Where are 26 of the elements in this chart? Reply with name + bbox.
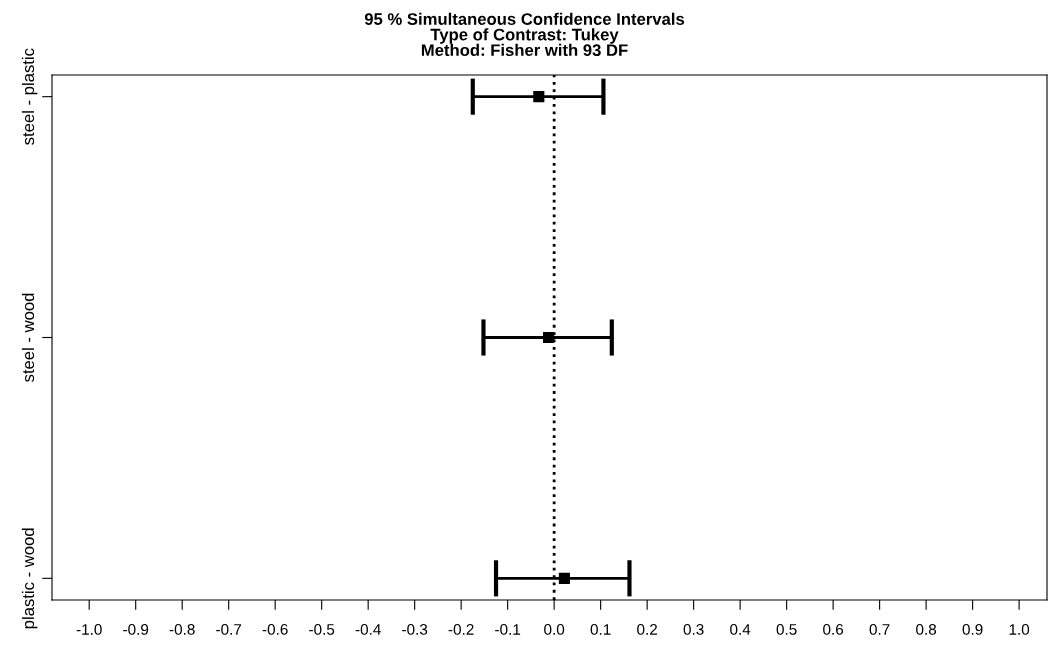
x-tick-label: 0.2 bbox=[637, 624, 657, 635]
x-tick-label: 0.1 bbox=[590, 624, 611, 635]
x-tick-label: 0.8 bbox=[916, 624, 937, 635]
x-tick-label: -0.8 bbox=[169, 624, 195, 635]
x-tick-label: -0.5 bbox=[309, 624, 335, 635]
x-tick-label: 0.6 bbox=[823, 624, 844, 635]
x-tick-label: -0.9 bbox=[123, 624, 149, 635]
x-tick-label: 0.9 bbox=[962, 624, 983, 635]
x-tick-label: -1.0 bbox=[76, 624, 102, 635]
x-tick-label: -0.6 bbox=[262, 624, 288, 635]
x-tick-label: 0.7 bbox=[869, 624, 890, 635]
x-tick-label: -0.1 bbox=[495, 624, 521, 635]
y-tick-label: steel - wood bbox=[21, 293, 35, 382]
x-tick-label: 0.0 bbox=[544, 624, 565, 635]
y-tick-label: plastic - wood bbox=[21, 528, 38, 629]
x-tick-label: 0.3 bbox=[683, 624, 704, 635]
x-tick-label: -0.2 bbox=[448, 624, 474, 635]
chart-title: 95 % Simultaneous Confidence Intervals bbox=[364, 12, 685, 25]
x-tick-label: -0.7 bbox=[216, 624, 242, 635]
x-tick-label: -0.3 bbox=[402, 624, 428, 635]
x-tick-label: -0.4 bbox=[355, 624, 381, 635]
chart-subtitle: Type of Contrast: Tukey Method: Fisher with 93 DF bbox=[421, 28, 628, 57]
y-tick-label: steel - plastic bbox=[21, 48, 38, 145]
x-tick-label: 1.0 bbox=[1009, 624, 1030, 635]
x-tick-label: 0.5 bbox=[776, 624, 797, 635]
x-tick-label: 0.4 bbox=[730, 624, 751, 635]
